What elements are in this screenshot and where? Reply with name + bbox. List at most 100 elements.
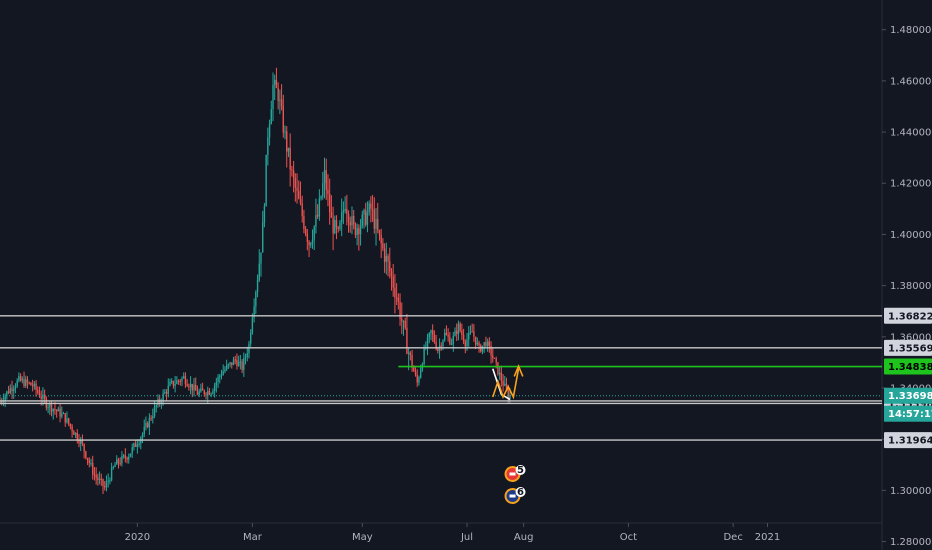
candle-body (382, 243, 384, 249)
candle-body (267, 137, 269, 155)
target-green-tag-label: 1.34838 (888, 362, 932, 373)
candle-body (237, 361, 240, 367)
candle-body (471, 331, 473, 333)
candle-body (165, 392, 168, 394)
candle-body (71, 426, 73, 432)
candle-body (423, 348, 425, 365)
candle-body (134, 443, 137, 447)
candle-body (119, 463, 121, 465)
candle-body (81, 439, 84, 444)
candle-body (255, 292, 257, 307)
candle-body (141, 434, 144, 439)
candle-body (270, 109, 272, 125)
candle-body (14, 386, 17, 389)
candle-body (358, 228, 360, 235)
candle-body (244, 356, 247, 359)
candle-body (385, 256, 388, 262)
candle-body (258, 263, 260, 281)
time-tick-label: May (352, 532, 373, 543)
candle-body (79, 439, 82, 444)
candle-body (105, 481, 108, 488)
time-tick-label: Dec (723, 532, 742, 543)
candle-body (212, 391, 214, 394)
candle-body (224, 369, 226, 372)
candle-body (418, 377, 420, 383)
candle-body (196, 390, 199, 395)
price-tick-label: 1.30000 (890, 486, 931, 497)
candle-body (215, 381, 218, 386)
candle-body (456, 330, 458, 334)
candle-body (42, 394, 44, 399)
candle-body (227, 364, 230, 366)
candle-body (102, 479, 104, 487)
candle-body (179, 380, 181, 382)
candle-body (124, 455, 127, 458)
price-tick-label: 1.38000 (890, 281, 931, 292)
candle-body (366, 212, 369, 225)
candle-body (478, 342, 480, 346)
candle-body (298, 190, 300, 199)
candle-body (349, 221, 351, 226)
candle-body (19, 375, 22, 381)
support-3-tag (884, 432, 932, 449)
candle-body (210, 393, 212, 395)
candle-body (304, 228, 307, 234)
candle-body (294, 178, 297, 188)
candle-body (107, 480, 109, 482)
time-tick-label: Aug (514, 532, 534, 543)
candle-body (129, 453, 132, 457)
resistance-2-tag-label: 1.35569 (888, 343, 932, 354)
candle-body (23, 379, 25, 387)
candle-body (26, 379, 29, 383)
candle-body (459, 323, 461, 331)
candle-body (464, 341, 467, 347)
candle-body (502, 380, 504, 386)
candle-body (318, 198, 321, 217)
event-count-label: 5 (517, 465, 524, 476)
candle-body (4, 395, 6, 401)
candle-body (320, 196, 322, 199)
candle-body (78, 440, 80, 444)
candle-body (287, 147, 290, 152)
candle-body (354, 224, 357, 236)
candle-body (383, 248, 386, 262)
candle-body (201, 388, 204, 391)
candle-body (289, 147, 291, 170)
time-tick-label: 2021 (755, 532, 780, 543)
candle-body (457, 323, 460, 334)
price-tick-label: 1.42000 (890, 179, 931, 190)
candle-body (335, 220, 338, 228)
candle-body (311, 239, 314, 244)
candle-body (268, 124, 271, 138)
candle-body (399, 301, 401, 319)
candle-body (389, 261, 391, 272)
candle-body (222, 371, 224, 375)
time-tick-label: Jul (460, 532, 473, 543)
candle-body (466, 339, 468, 347)
candle-body (74, 432, 77, 435)
candle-body (481, 345, 484, 352)
candle-body (122, 455, 125, 457)
candle-body (183, 376, 185, 379)
time-tick-label: 2020 (125, 532, 150, 543)
candle-body (328, 193, 331, 213)
drawn-trend-line (492, 368, 511, 401)
candle-body (229, 362, 231, 365)
candle-body (100, 478, 103, 480)
candle-body (69, 423, 72, 427)
candle-body (375, 219, 377, 229)
candle-body (205, 394, 207, 396)
candle-body (370, 203, 372, 209)
candle-body (21, 379, 24, 381)
price-tick-label: 1.48000 (890, 25, 931, 36)
candle-body (220, 374, 223, 376)
candle-body (440, 345, 442, 347)
candle-body (323, 170, 326, 184)
support-3-tag-label: 1.31964 (888, 436, 932, 447)
candle-body (356, 228, 358, 236)
price-tick-label: 1.46000 (890, 76, 931, 87)
candle-body (49, 403, 51, 408)
price-tick-label: 1.28000 (890, 537, 931, 548)
